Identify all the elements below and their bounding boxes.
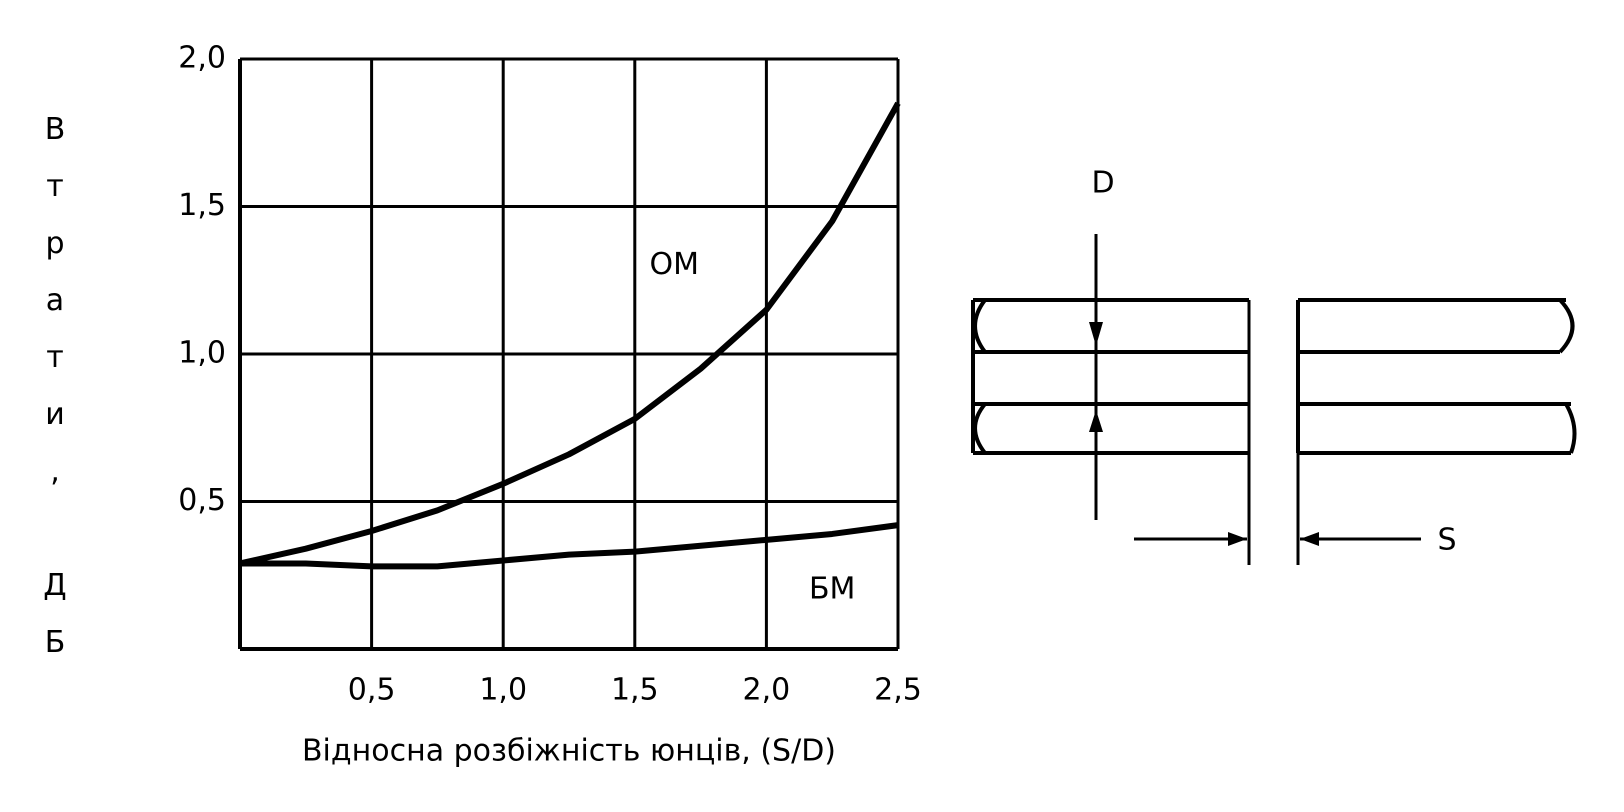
- series-label: ОМ: [650, 247, 700, 282]
- x-tick-label: 2,5: [874, 673, 922, 708]
- gap-lines: [1247, 300, 1300, 565]
- y-tick-label: 2,0: [178, 41, 226, 76]
- y-tick-label: 1,0: [178, 336, 226, 371]
- y-tick-label: 0,5: [178, 483, 226, 518]
- series-label: БМ: [809, 572, 855, 607]
- series-line: [239, 101, 901, 567]
- s-arrowheads: [1228, 532, 1319, 546]
- x-axis-label: Відносна розбіжність юнців, (S/D): [302, 734, 836, 769]
- d-arrowheads: [1089, 322, 1103, 432]
- diagram-label: S: [1437, 523, 1456, 558]
- x-tick-label: 1,5: [611, 673, 659, 708]
- fiber-diagram: D S: [971, 166, 1577, 565]
- x-tick-label: 0,5: [348, 673, 396, 708]
- y-axis-label: Втрати, ДБ: [38, 112, 73, 682]
- left-fiber: [971, 298, 1249, 455]
- right-fiber: [1296, 298, 1577, 455]
- y-tick-label: 1,5: [178, 188, 226, 223]
- x-tick-label: 1,0: [479, 673, 527, 708]
- x-tick-label: 2,0: [743, 673, 791, 708]
- series-line: [240, 522, 899, 570]
- diagram-label: D: [1091, 166, 1114, 201]
